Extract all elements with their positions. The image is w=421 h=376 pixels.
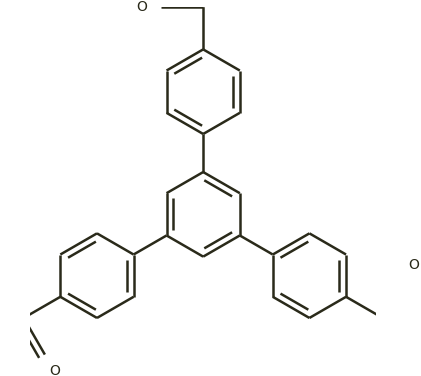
- Text: O: O: [49, 364, 60, 376]
- Text: O: O: [408, 258, 419, 272]
- Text: O: O: [136, 0, 147, 14]
